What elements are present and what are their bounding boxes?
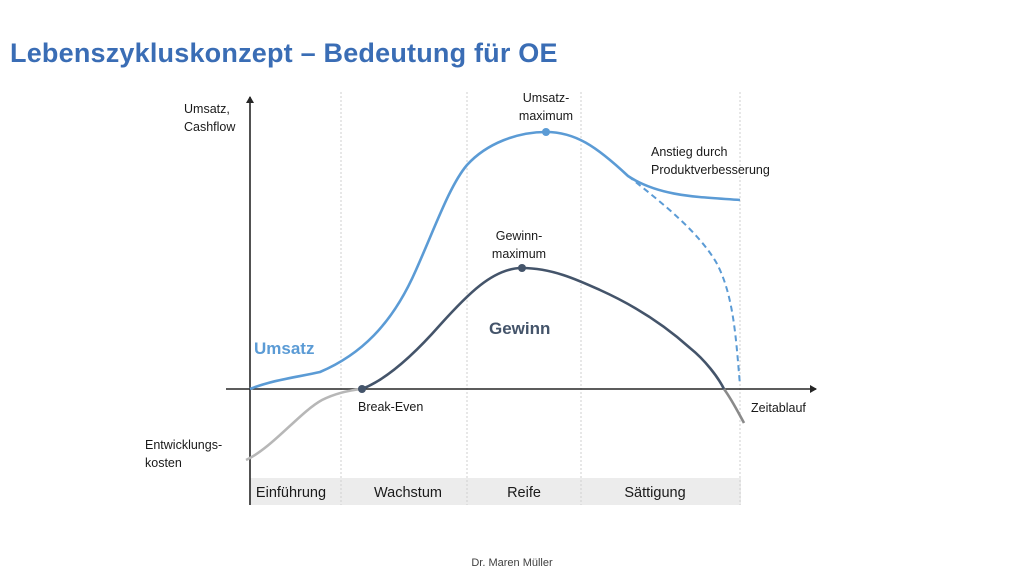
slide-title: Lebenszykluskonzept – Bedeutung für OE — [10, 38, 558, 68]
gewinn-curve — [361, 266, 726, 391]
phase-saettigung: Sättigung — [624, 485, 685, 501]
umsatz-maximum-label-line2: maximum — [519, 109, 573, 123]
footer-author: Dr. Maren Müller — [471, 557, 553, 569]
entwicklungskosten-label-line1: Entwicklungs- — [145, 438, 222, 452]
anstieg-label-line1: Anstieg durch — [651, 145, 727, 159]
break-even-label: Break-Even — [358, 400, 423, 414]
break-even-marker — [358, 385, 366, 393]
umsatz-decline-dashed — [627, 175, 741, 386]
gewinn-maximum-label-line2: maximum — [492, 247, 546, 261]
anstieg-label-line2: Produktverbesserung — [651, 163, 770, 177]
phase-dividers — [340, 92, 741, 505]
umsatz-label: Umsatz — [254, 339, 314, 358]
umsatz-maximum-marker — [542, 128, 550, 136]
x-axis-label: Zeitablauf — [751, 401, 806, 415]
phase-band — [250, 478, 741, 505]
y-axis-label-line2: Cashflow — [184, 120, 236, 134]
entwicklungskosten-label-line2: kosten — [145, 456, 182, 470]
phase-wachstum: Wachstum — [374, 485, 442, 501]
gewinn-label: Gewinn — [489, 319, 550, 338]
y-axis-label-line1: Umsatz, — [184, 102, 230, 116]
umsatz-maximum-label-line1: Umsatz- — [523, 91, 570, 105]
phase-reife: Reife — [507, 485, 541, 501]
gewinn-maximum-label-line1: Gewinn- — [496, 229, 543, 243]
gewinn-maximum-marker — [518, 264, 526, 272]
phase-einfuehrung: Einführung — [256, 485, 326, 501]
gewinn-decline-curve — [722, 388, 746, 424]
kosten-curve — [245, 387, 363, 462]
